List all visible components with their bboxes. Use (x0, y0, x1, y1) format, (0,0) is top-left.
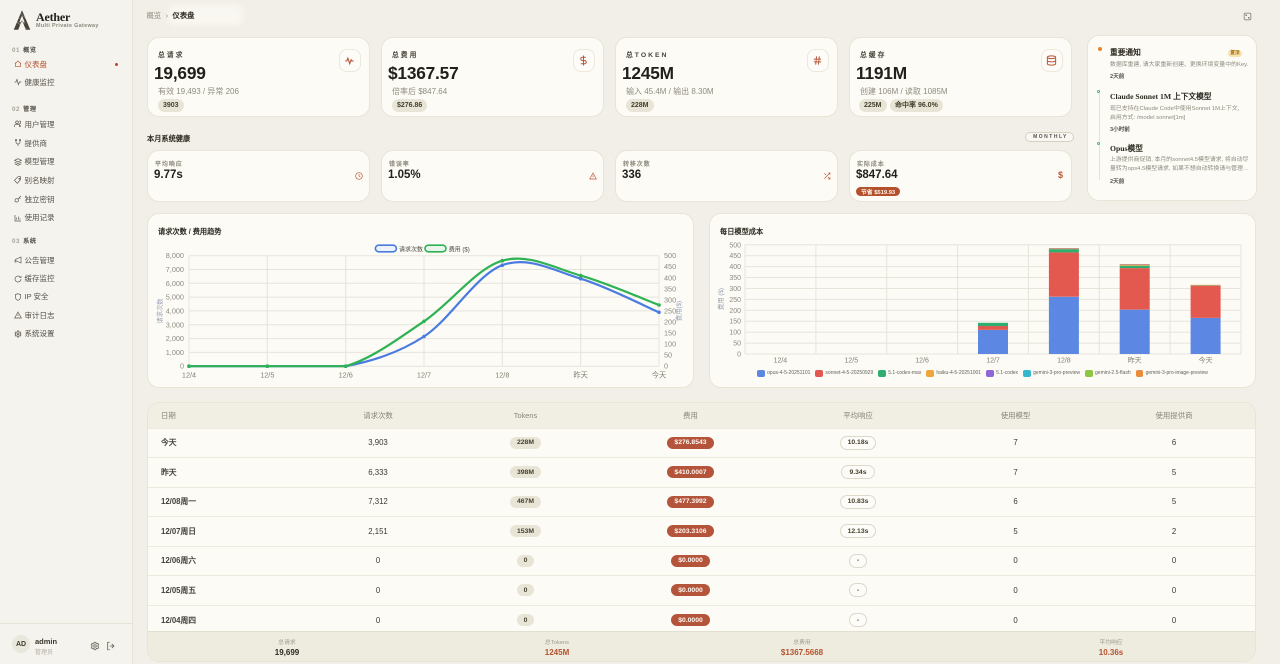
svg-text:6,000: 6,000 (166, 279, 184, 288)
svg-text:12/8: 12/8 (1057, 357, 1071, 364)
svg-text:12/5: 12/5 (844, 357, 858, 364)
svg-text:12/4: 12/4 (182, 371, 196, 380)
svg-text:今天: 今天 (652, 371, 667, 380)
svg-text:450: 450 (664, 262, 676, 271)
svg-text:5,000: 5,000 (166, 293, 184, 302)
svg-text:8,000: 8,000 (166, 251, 184, 260)
svg-text:100: 100 (729, 330, 741, 337)
svg-text:200: 200 (729, 308, 741, 315)
svg-text:费用($): 费用($) (674, 301, 683, 321)
svg-text:昨天: 昨天 (1128, 355, 1142, 364)
svg-text:250: 250 (729, 297, 741, 304)
svg-text:50: 50 (664, 351, 672, 360)
svg-text:12/6: 12/6 (915, 357, 929, 364)
svg-text:12/8: 12/8 (495, 371, 509, 380)
svg-text:400: 400 (664, 273, 676, 282)
svg-text:350: 350 (729, 275, 741, 282)
svg-text:0: 0 (180, 362, 184, 371)
svg-text:150: 150 (664, 329, 676, 338)
svg-text:昨天: 昨天 (573, 371, 588, 380)
svg-text:12/6: 12/6 (339, 371, 353, 380)
svg-text:150: 150 (729, 319, 741, 326)
svg-text:500: 500 (664, 251, 676, 260)
svg-text:12/7: 12/7 (417, 371, 431, 380)
svg-text:12/4: 12/4 (774, 357, 788, 364)
svg-text:300: 300 (664, 295, 676, 304)
svg-text:费用 ($): 费用 ($) (716, 288, 725, 310)
svg-text:1,000: 1,000 (166, 348, 184, 357)
svg-text:12/5: 12/5 (260, 371, 274, 380)
svg-text:7,000: 7,000 (166, 265, 184, 274)
svg-text:200: 200 (664, 318, 676, 327)
svg-text:0: 0 (664, 362, 668, 371)
svg-text:费用 ($): 费用 ($) (449, 245, 470, 253)
svg-text:2,000: 2,000 (166, 334, 184, 343)
svg-text:300: 300 (729, 286, 741, 293)
svg-text:100: 100 (664, 340, 676, 349)
svg-text:12/7: 12/7 (986, 357, 1000, 364)
svg-text:50: 50 (733, 341, 741, 348)
svg-text:400: 400 (729, 264, 741, 271)
svg-text:450: 450 (729, 253, 741, 260)
svg-text:今天: 今天 (1199, 355, 1213, 364)
svg-text:请求次数: 请求次数 (399, 245, 423, 253)
svg-text:3,000: 3,000 (166, 320, 184, 329)
svg-text:请求次数: 请求次数 (155, 298, 164, 324)
svg-text:350: 350 (664, 284, 676, 293)
svg-text:0: 0 (737, 352, 741, 359)
svg-text:4,000: 4,000 (166, 306, 184, 315)
svg-text:250: 250 (664, 306, 676, 315)
svg-text:500: 500 (729, 242, 741, 249)
